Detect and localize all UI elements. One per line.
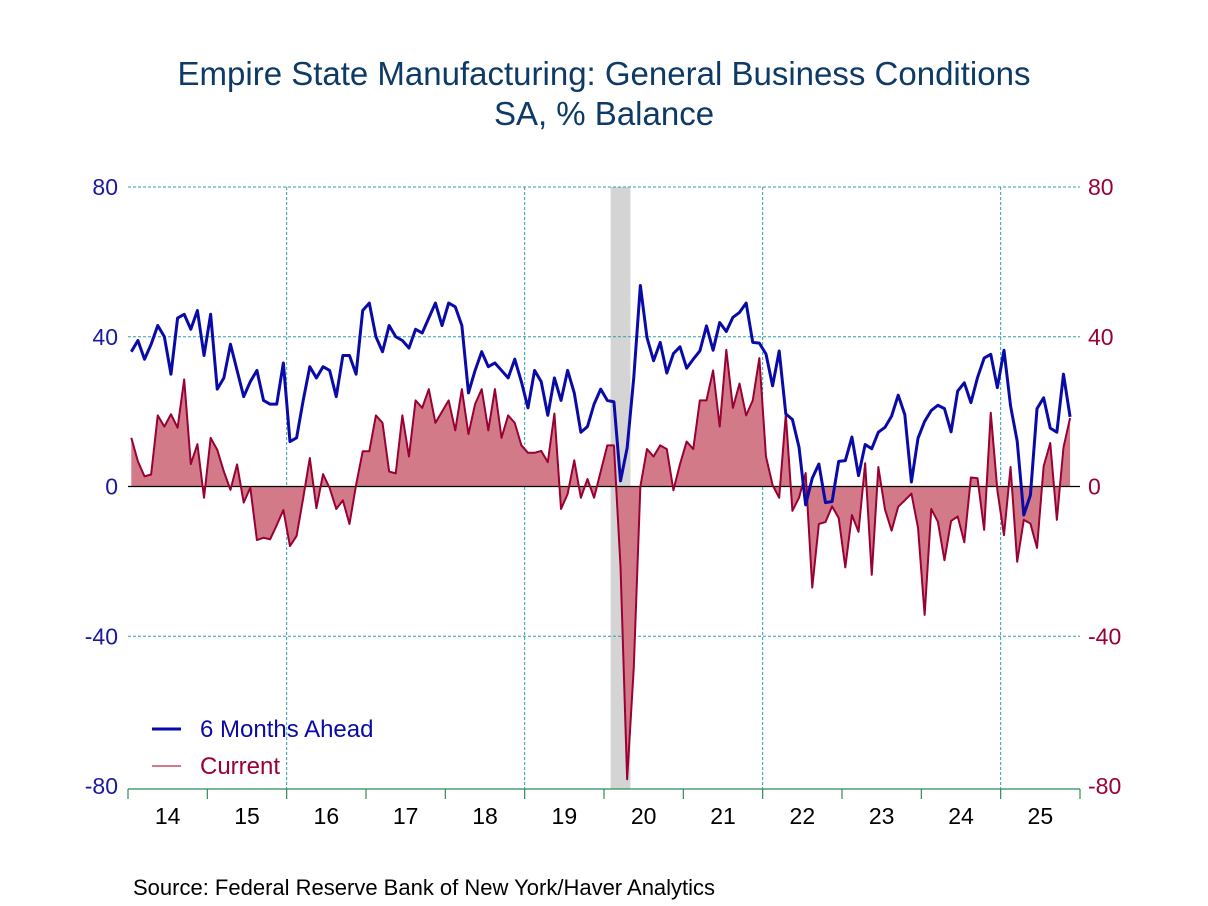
- legend-label-6-months-ahead: 6 Months Ahead: [200, 716, 373, 743]
- y-right-tick-label: 80: [1088, 174, 1114, 200]
- x-tick-label: 15: [234, 803, 260, 829]
- x-tick-label: 16: [314, 803, 340, 829]
- x-tick-label: 22: [790, 803, 816, 829]
- y-right-tick-label: 0: [1088, 474, 1101, 500]
- x-tick-label: 23: [869, 803, 895, 829]
- current-area-fill: [131, 349, 1071, 780]
- y-left-tick-label: 0: [105, 474, 118, 500]
- x-tick-label: 17: [393, 803, 419, 829]
- series-line-6-months-ahead: [130, 283, 1072, 517]
- y-right-tick-label: -40: [1088, 623, 1121, 649]
- y-left-tick-label: 80: [92, 174, 118, 200]
- x-tick-label: 19: [552, 803, 578, 829]
- x-tick-label: 20: [631, 803, 657, 829]
- legend-label-current: Current: [200, 753, 280, 780]
- x-tick-label: 25: [1028, 803, 1054, 829]
- x-tick-label: 14: [155, 803, 181, 829]
- y-right-tick-label: 40: [1088, 324, 1114, 350]
- chart-subtitle: SA, % Balance: [493, 95, 715, 132]
- y-left-tick-label: 40: [92, 324, 118, 350]
- y-left-tick-label: -80: [85, 773, 118, 799]
- chart-title: Empire State Manufacturing: General Busi…: [177, 55, 1031, 92]
- x-tick-label: 21: [710, 803, 736, 829]
- y-left-tick-label: -40: [85, 623, 118, 649]
- source-note: Source: Federal Reserve Bank of New York…: [133, 875, 716, 900]
- x-tick-label: 24: [948, 803, 974, 829]
- series-line-current: [130, 348, 1072, 781]
- y-right-tick-label: -80: [1088, 773, 1121, 799]
- x-tick-label: 18: [472, 803, 498, 829]
